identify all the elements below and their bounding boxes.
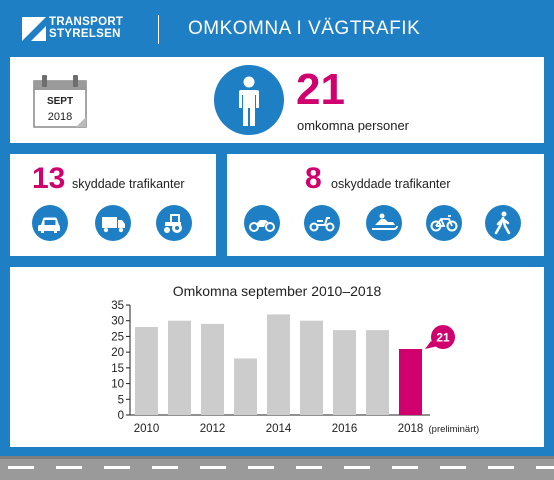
bar-2017 — [366, 330, 389, 415]
total-label: omkomna personer — [297, 118, 409, 133]
highlight-pointer — [425, 341, 438, 349]
header-divider — [158, 15, 159, 44]
road-dash — [392, 466, 418, 469]
protected-count: 13 — [32, 162, 66, 195]
road-dash — [440, 466, 466, 469]
road-dash — [104, 466, 130, 469]
x-tick-label: 2012 — [200, 423, 226, 435]
bar-2012 — [201, 323, 224, 415]
road-edge — [0, 456, 554, 459]
pedestrian-icon — [485, 205, 521, 241]
bar-2010 — [135, 327, 158, 415]
logo-line2: STYRELSEN — [49, 28, 121, 40]
page-title: OMKOMNA I VÄGTRAFIK — [188, 18, 421, 39]
x-tick-label: 2018 — [398, 423, 424, 435]
x-tick-label: 2010 — [134, 423, 160, 435]
bar-chart: 0 5 10 15 20 25 30 35 2010 2012 2014 2016 2018 (preli… — [111, 300, 480, 435]
y-tick-label: 10 — [111, 379, 124, 391]
road-dash — [344, 466, 370, 469]
road-dash — [152, 466, 178, 469]
bar-2016 — [333, 330, 356, 415]
road-dash — [296, 466, 322, 469]
highlight-bubble — [431, 325, 455, 349]
truck-icon — [95, 205, 131, 241]
unprotected-panel: 8 oskyddade trafikanter — [227, 154, 544, 256]
tractor-icon — [156, 205, 192, 241]
chart-panel: Omkomna september 2010–2018 0 5 10 15 20 25 30… — [10, 267, 544, 447]
snowmobile-icon — [366, 205, 402, 241]
bar-2011 — [168, 320, 191, 415]
x-tick-label: 2014 — [266, 423, 292, 435]
motorcycle-icon — [244, 205, 280, 241]
unprotected-count: 8 — [305, 162, 322, 195]
x-tick-suffix: (preliminärt) — [429, 424, 480, 435]
bar-2013 — [234, 358, 257, 415]
protected-panel: 13 skyddade trafikanter — [10, 154, 216, 256]
bicycle-icon — [426, 205, 462, 241]
summary-panel: SEPT 2018 21 omkomna personer — [10, 57, 544, 143]
logo-line1: TRANSPORT — [49, 16, 124, 28]
total-count: 21 — [296, 65, 345, 114]
infographic: TRANSPORT STYRELSEN OMKOMNA I VÄGTRAFIK … — [10, 12, 544, 447]
person-icon — [214, 65, 284, 135]
road-dash — [8, 466, 34, 469]
logo-chevron-icon — [22, 17, 46, 41]
y-tick-label: 35 — [111, 300, 124, 312]
road-dash — [536, 466, 554, 469]
logo-text: TRANSPORT STYRELSEN — [49, 16, 123, 40]
y-tick-label: 15 — [111, 363, 124, 375]
y-tick-label: 0 — [118, 410, 124, 422]
calendar-icon: SEPT 2018 — [32, 73, 88, 129]
highlight-label: 21 — [436, 331, 450, 345]
bar-2015 — [300, 320, 323, 415]
car-icon — [32, 205, 68, 241]
transportstyrelsen-logo: TRANSPORT STYRELSEN — [22, 16, 152, 44]
x-tick-label: 2016 — [332, 423, 358, 435]
bar-2018 — [399, 349, 422, 415]
chart-title: Omkomna september 2010–2018 — [172, 283, 382, 299]
y-tick-label: 20 — [111, 347, 124, 359]
road-decoration — [0, 456, 554, 480]
road-dash — [56, 466, 82, 469]
road-dash — [200, 466, 226, 469]
y-tick-label: 5 — [118, 394, 124, 406]
road-dash — [488, 466, 514, 469]
calendar-year: 2018 — [47, 111, 73, 123]
moped-icon — [304, 205, 340, 241]
y-tick-label: 30 — [111, 316, 124, 328]
calendar-month: SEPT — [46, 96, 74, 107]
bar-2014 — [267, 314, 290, 415]
protected-label: skyddade trafikanter — [72, 177, 185, 191]
y-tick-label: 25 — [111, 331, 124, 343]
road-dash — [248, 466, 274, 469]
header: TRANSPORT STYRELSEN OMKOMNA I VÄGTRAFIK — [10, 12, 544, 47]
unprotected-label: oskyddade trafikanter — [331, 177, 451, 191]
